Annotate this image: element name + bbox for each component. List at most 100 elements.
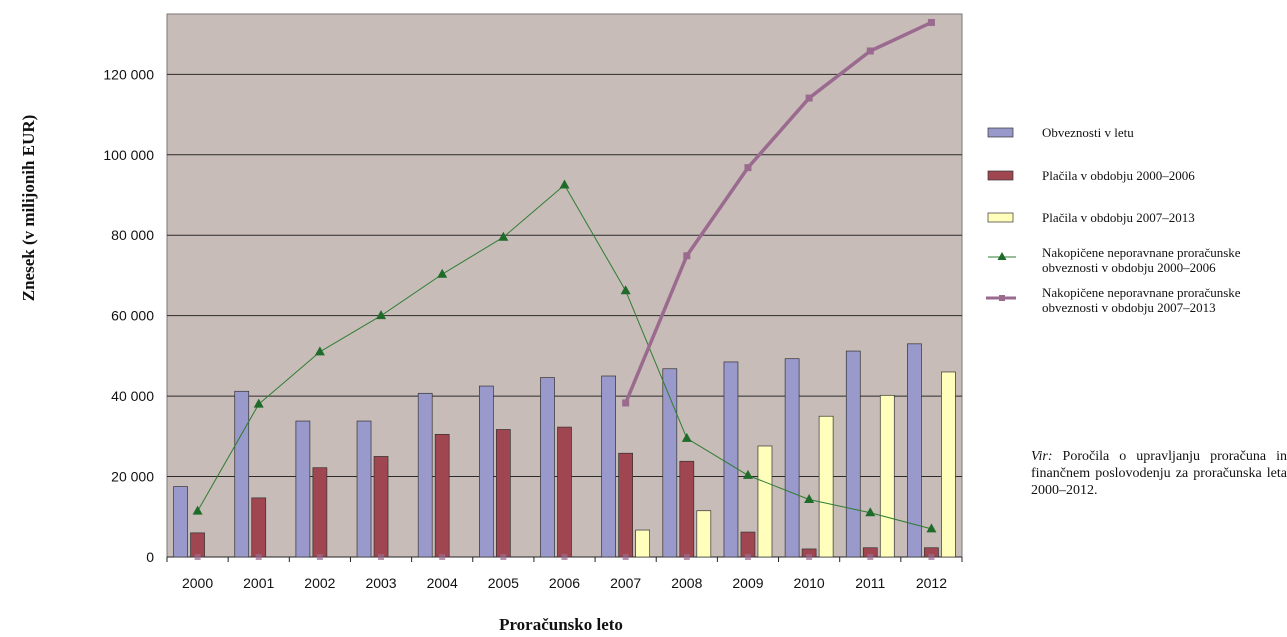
source-label: Vir: — [1031, 449, 1053, 464]
baseline-marker — [378, 554, 385, 560]
y-axis: 0 20 000 40 000 60 000 80 000 100 000 120 000 — [103, 66, 154, 565]
bar — [618, 452, 634, 558]
legend-label-line1: Nakopičene neporavnane proračunske — [1042, 285, 1241, 300]
data-point — [620, 285, 631, 295]
y-tick-label: 0 — [146, 549, 154, 565]
bar — [696, 510, 712, 558]
y-tick-label: 20 000 — [111, 469, 154, 485]
data-point — [804, 493, 815, 503]
bar — [495, 429, 511, 558]
bars — [173, 343, 956, 558]
x-tick-label: 2006 — [549, 575, 580, 591]
legend-label: Plačila v obdobju 2000–2006 — [1042, 168, 1195, 183]
bar — [173, 486, 188, 558]
legend-item-obveznosti: Obveznosti v letu — [987, 125, 1134, 140]
bar — [784, 358, 800, 558]
legend-swatch-placila-2000-2006 — [987, 170, 1014, 181]
legend-item-placila-2007-2013: Plačila v obdobju 2007–2013 — [987, 210, 1195, 225]
series-line — [624, 20, 933, 404]
square-marker-icon — [999, 295, 1005, 301]
legend: Obveznosti v letu Plačila v obdobju 2000… — [986, 125, 1241, 315]
y-axis-title: Znesek (v milijonih EUR) — [19, 115, 38, 302]
bar — [879, 394, 895, 558]
data-point — [683, 252, 691, 260]
bar — [941, 371, 956, 558]
data-point — [498, 231, 509, 241]
bar — [757, 445, 773, 558]
data-point — [192, 505, 203, 515]
data-point — [744, 164, 752, 172]
legend-label: Obveznosti v letu — [1042, 125, 1134, 140]
legend-item-neporavnane-2000-2006: Nakopičene neporavnane proračunske obvez… — [988, 245, 1241, 275]
bar — [434, 433, 450, 558]
triangle-marker-icon — [997, 252, 1007, 260]
bar — [907, 343, 922, 558]
baseline-marker — [439, 554, 446, 560]
x-tick-label: 2003 — [365, 575, 396, 591]
bar — [845, 350, 861, 558]
legend-label-line1: Nakopičene neporavnane proračunske — [1042, 245, 1241, 260]
bar — [723, 361, 739, 558]
x-axis: 2000 2001 2002 2003 2004 2005 2006 2007 2008 2009… — [166, 557, 963, 591]
x-tick-label: 2001 — [243, 575, 274, 591]
baseline-marker — [683, 554, 690, 560]
data-point — [376, 310, 387, 320]
bar — [312, 467, 328, 558]
bar — [190, 532, 205, 558]
data-point — [927, 18, 935, 26]
baseline-marker — [622, 554, 629, 560]
y-tick-label: 100 000 — [103, 147, 154, 163]
baseline-marker — [194, 554, 201, 560]
bar — [417, 392, 433, 558]
y-tick-label: 40 000 — [111, 388, 154, 404]
x-tick-label: 2005 — [488, 575, 519, 591]
x-tick-label: 2012 — [916, 575, 947, 591]
bar — [635, 529, 651, 558]
y-tick-label: 120 000 — [103, 66, 154, 82]
lines — [192, 18, 937, 560]
legend-swatch-obveznosti — [987, 127, 1014, 138]
legend-label-line2: obveznosti v obdobju 2000–2006 — [1042, 260, 1216, 275]
data-point — [865, 507, 876, 517]
legend-item-neporavnane-2007-2013: Nakopičene neporavnane proračunske obvez… — [986, 285, 1241, 315]
baseline-marker — [928, 554, 935, 560]
x-tick-label: 2004 — [427, 575, 458, 591]
bar — [295, 420, 311, 558]
x-tick-label: 2009 — [732, 575, 763, 591]
baseline-marker — [500, 554, 507, 560]
legend-item-placila-2000-2006: Plačila v obdobju 2000–2006 — [987, 168, 1195, 183]
data-point — [742, 469, 753, 479]
x-tick-label: 2008 — [671, 575, 702, 591]
x-tick-label: 2010 — [794, 575, 825, 591]
bar — [251, 497, 267, 558]
x-tick-label: 2000 — [182, 575, 213, 591]
bar — [679, 460, 695, 558]
baseline-marker — [744, 554, 751, 560]
y-tick-label: 60 000 — [111, 308, 154, 324]
data-point — [681, 432, 692, 442]
data-point — [805, 94, 813, 102]
data-point — [866, 47, 874, 55]
source-text: Poročila o upravljanju proračuna in fina… — [1031, 449, 1287, 498]
x-tick-label: 2007 — [610, 575, 641, 591]
data-point — [253, 398, 264, 408]
bar — [557, 426, 572, 558]
baseline-marker — [316, 554, 323, 560]
y-tick-label: 80 000 — [111, 227, 154, 243]
baseline-marker — [806, 554, 813, 560]
x-tick-label: 2011 — [855, 575, 885, 591]
legend-label: Plačila v obdobju 2007–2013 — [1042, 210, 1195, 225]
data-point — [559, 179, 570, 189]
x-axis-title: Proračunsko leto — [499, 615, 623, 634]
data-point — [314, 346, 325, 356]
legend-label-line2: obveznosti v obdobju 2007–2013 — [1042, 300, 1216, 315]
baseline-marker — [867, 554, 874, 560]
x-tick-label: 2002 — [304, 575, 335, 591]
baseline-marker — [255, 554, 262, 560]
bar — [818, 415, 834, 558]
bar — [373, 456, 389, 558]
bar — [234, 390, 250, 558]
bar — [740, 531, 756, 558]
baseline-marker — [561, 554, 568, 560]
